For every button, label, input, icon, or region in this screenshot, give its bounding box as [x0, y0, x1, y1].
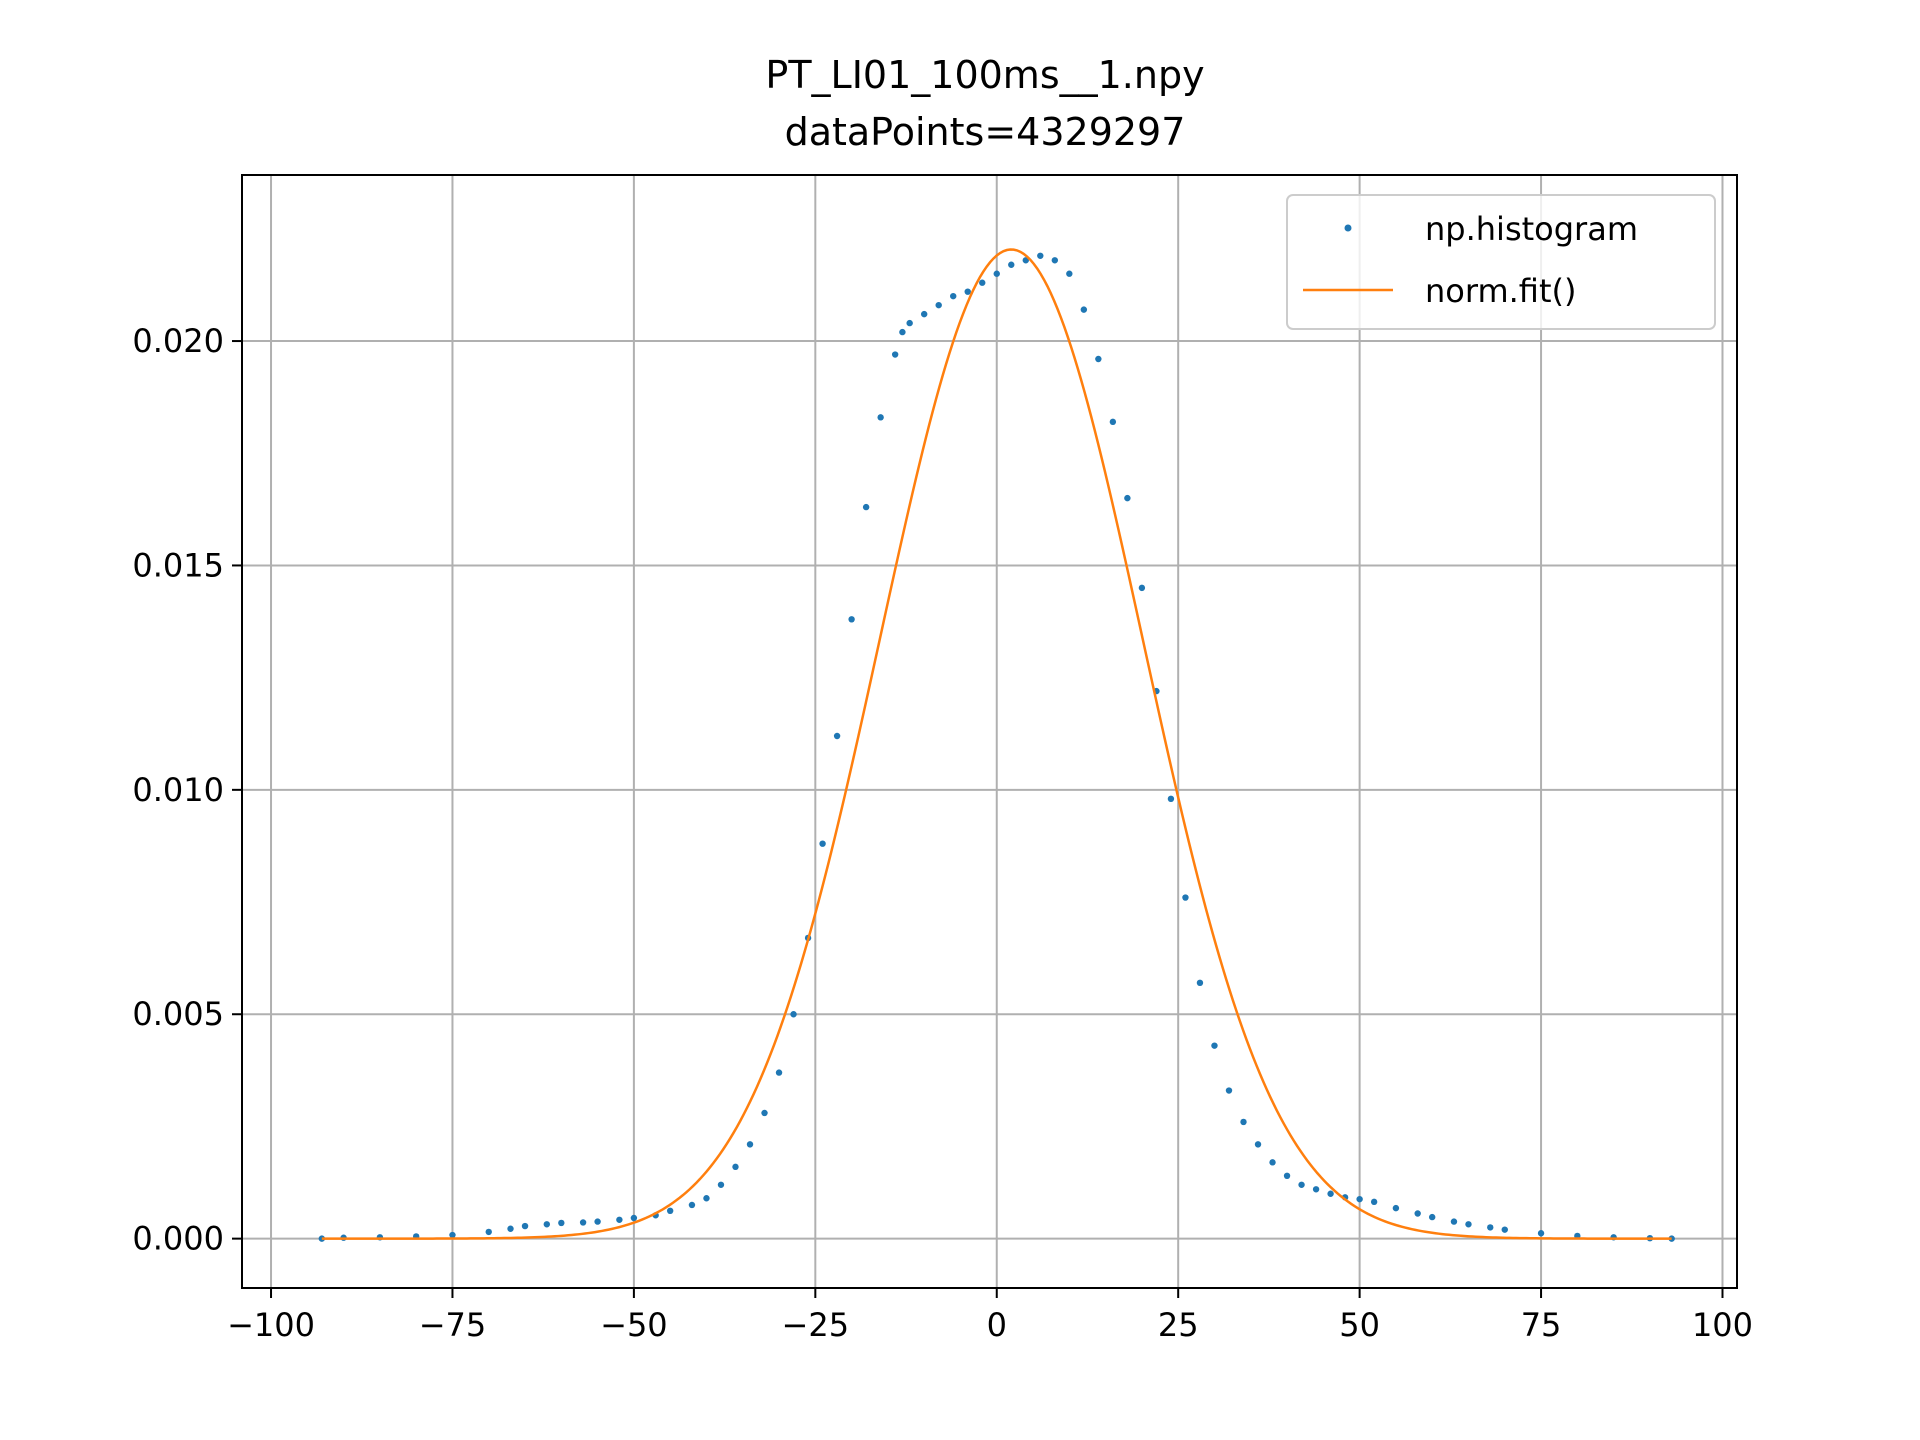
histogram-point	[1327, 1190, 1334, 1197]
histogram-point	[1211, 1042, 1218, 1049]
y-axis: 0.000 0.005 0.010 0.015 0.020	[132, 322, 242, 1258]
histogram-point	[703, 1195, 710, 1202]
histogram-point	[1668, 1235, 1675, 1242]
histogram-point	[1487, 1224, 1494, 1231]
histogram-point	[1066, 270, 1073, 277]
histogram-point	[507, 1225, 514, 1232]
histogram-point	[1450, 1218, 1458, 1225]
histogram-point	[848, 616, 855, 623]
histogram-point	[790, 1011, 797, 1018]
histogram-point	[543, 1221, 551, 1228]
histogram-point	[1124, 494, 1131, 502]
y-tick-label: 0.000	[132, 1220, 224, 1258]
x-axis: −100 −75 −50 −25 0 25 50 75 100	[227, 1288, 1753, 1344]
histogram-point	[877, 414, 884, 421]
histogram-point	[594, 1218, 601, 1225]
histogram-point	[1254, 1141, 1262, 1148]
histogram-point	[1465, 1221, 1472, 1228]
histogram-point	[761, 1109, 768, 1117]
histogram-point	[775, 1069, 783, 1076]
histogram-point	[666, 1207, 674, 1215]
histogram-point	[1298, 1181, 1305, 1188]
histogram-point	[1414, 1210, 1421, 1217]
x-tick-label: 25	[1158, 1306, 1199, 1344]
histogram-point	[1501, 1226, 1508, 1233]
histogram-point	[1022, 257, 1029, 264]
histogram-point	[920, 310, 928, 318]
histogram-point	[1269, 1159, 1276, 1166]
histogram-point	[906, 319, 913, 327]
histogram-point	[746, 1141, 754, 1148]
histogram-point	[579, 1219, 587, 1226]
normfit-line	[321, 248, 1672, 1240]
histogram-point	[1109, 418, 1117, 426]
histogram-point	[819, 840, 826, 847]
y-tick-label: 0.010	[132, 771, 224, 809]
grid-lines	[242, 175, 1737, 1288]
histogram-point	[1008, 261, 1015, 268]
legend-label-normfit: norm.fit()	[1425, 272, 1576, 310]
histogram-point	[1428, 1213, 1436, 1221]
histogram-point	[891, 351, 899, 358]
histogram-point	[1167, 795, 1175, 803]
x-tick-label: −50	[600, 1306, 668, 1344]
x-tick-label: 100	[1692, 1306, 1753, 1344]
histogram-point	[1240, 1118, 1247, 1126]
histogram-point	[1037, 252, 1044, 259]
histogram-point	[1356, 1195, 1363, 1203]
x-tick-label: 75	[1521, 1306, 1562, 1344]
histogram-point	[1196, 979, 1204, 987]
legend-box	[1286, 194, 1716, 330]
chart-subtitle: dataPoints=4329297	[785, 110, 1186, 154]
histogram-point	[833, 732, 841, 740]
histogram-point	[558, 1219, 565, 1227]
histogram-point	[1283, 1172, 1291, 1180]
histogram-point	[616, 1216, 623, 1223]
histogram-point	[1537, 1230, 1545, 1237]
histogram-point	[935, 301, 942, 309]
histogram-point	[862, 503, 870, 511]
x-tick-label: −75	[419, 1306, 487, 1344]
histogram-point	[964, 288, 971, 295]
legend-label-histogram: np.histogram	[1425, 210, 1638, 248]
x-tick-label: −25	[782, 1306, 850, 1344]
histogram-point	[993, 270, 1000, 277]
histogram-point	[899, 328, 906, 336]
x-tick-label: 50	[1339, 1306, 1380, 1344]
y-tick-label: 0.015	[132, 546, 224, 584]
x-tick-label: 0	[987, 1306, 1007, 1344]
histogram-point	[1080, 306, 1088, 313]
histogram-point	[1051, 257, 1059, 264]
histogram-point	[1095, 355, 1102, 363]
histogram-point	[732, 1163, 739, 1171]
plot-area	[318, 248, 1675, 1242]
histogram-point	[688, 1201, 696, 1209]
axes-frame	[241, 174, 1738, 1289]
histogram-point	[950, 292, 957, 300]
histogram-point	[1392, 1204, 1400, 1212]
histogram-point	[1138, 584, 1146, 592]
y-tick-label: 0.005	[132, 995, 224, 1033]
x-tick-label: −100	[227, 1306, 315, 1344]
histogram-point	[449, 1231, 456, 1239]
histogram-point	[979, 279, 986, 286]
legend: np.histogram norm.fit()	[1286, 194, 1716, 330]
histogram-point	[1182, 894, 1189, 901]
histogram-point	[521, 1222, 529, 1230]
histogram-point	[1312, 1186, 1320, 1193]
legend-marker-histogram	[1344, 224, 1352, 232]
y-tick-label: 0.020	[132, 322, 224, 360]
histogram-point	[1370, 1198, 1378, 1206]
histogram-point	[1225, 1087, 1233, 1094]
chart-title: PT_LI01_100ms__1.npy	[765, 53, 1204, 97]
histogram-point	[717, 1181, 725, 1188]
histogram-point	[630, 1214, 638, 1222]
histogram-point	[485, 1228, 492, 1236]
